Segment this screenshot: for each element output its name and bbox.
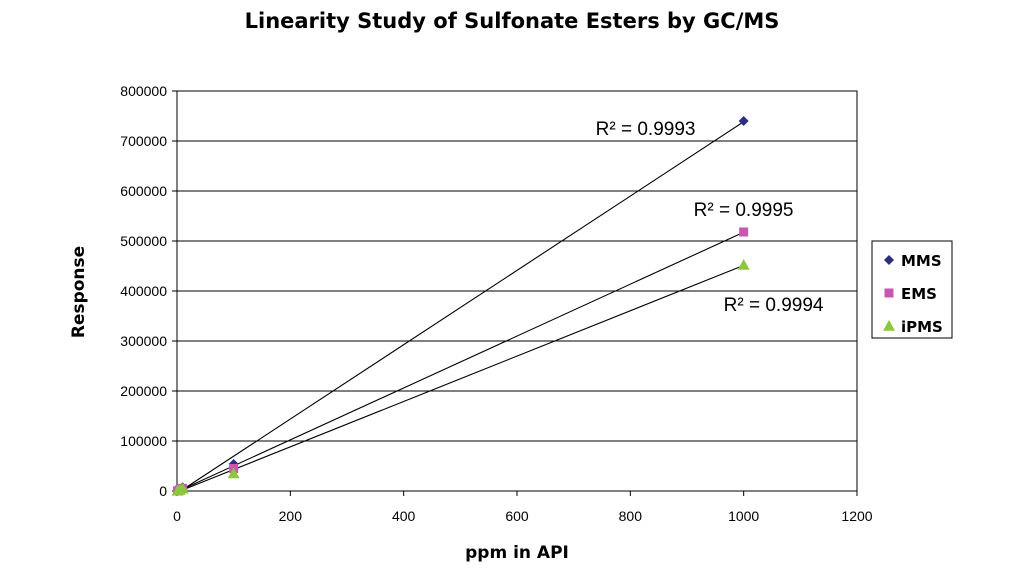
legend-label-ems: EMS: [901, 285, 937, 303]
y-tick-label-400000: 400000: [120, 283, 167, 299]
y-tick-label-600000: 600000: [120, 183, 167, 199]
legend-marker-ems: [884, 288, 894, 298]
x-tick-label-1200: 1200: [841, 508, 872, 524]
chart-title: Linearity Study of Sulfonate Esters by G…: [245, 9, 780, 33]
legend: MMS EMS iPMS: [871, 240, 953, 339]
y-tick-label-0: 0: [159, 483, 167, 499]
y-tick-label-200000: 200000: [120, 383, 167, 399]
x-tick-label-200: 200: [279, 508, 303, 524]
x-tick-label-400: 400: [392, 508, 416, 524]
legend-marker-mms: [884, 255, 894, 265]
legend-marker-ipms: [883, 320, 895, 331]
x-tick-label-0: 0: [173, 508, 181, 524]
y-tick-label-300000: 300000: [120, 333, 167, 349]
x-tick-label-600: 600: [505, 508, 529, 524]
r-squared-labels: R² = 0.9993 R² = 0.9995 R² = 0.9994: [596, 119, 824, 316]
trendline-mms: [177, 121, 744, 494]
y-tick-label-100000: 100000: [120, 433, 167, 449]
x-tick-label-800: 800: [619, 508, 643, 524]
y-tick-label-800000: 800000: [120, 83, 167, 99]
point-ipms-100: [227, 467, 240, 479]
grid-lines: [177, 90, 857, 442]
trendline-ems: [177, 231, 744, 493]
r2-label-ipms: R² = 0.9994: [724, 295, 824, 316]
legend-label-mms: MMS: [901, 252, 942, 270]
x-axis-ticks: 0 200 400 600 800 1000 1200: [173, 491, 873, 524]
point-mms-1000: [738, 116, 749, 126]
point-ipms-1000: [737, 259, 750, 270]
y-axis-ticks: 0 100000 200000 300000 400000 500000 600000 700…: [120, 83, 177, 499]
point-ipms-10: [176, 482, 189, 494]
x-axis-title: ppm in API: [465, 543, 569, 563]
r2-label-mms: R² = 0.9993: [596, 119, 696, 140]
trendlines: [177, 121, 744, 494]
point-ems-1000: [739, 227, 749, 237]
y-tick-label-700000: 700000: [120, 133, 167, 149]
trendline-ipms: [177, 264, 744, 493]
plot-area: 0 200 400 600 800 1000 1200 0 100000 200000 30000…: [120, 83, 872, 524]
x-tick-label-1000: 1000: [728, 508, 759, 524]
y-axis-title: Response: [69, 246, 89, 338]
y-tick-label-500000: 500000: [120, 233, 167, 249]
r2-label-ems: R² = 0.9995: [694, 200, 794, 221]
legend-label-ipms: iPMS: [901, 318, 943, 336]
data-points: [171, 116, 750, 496]
